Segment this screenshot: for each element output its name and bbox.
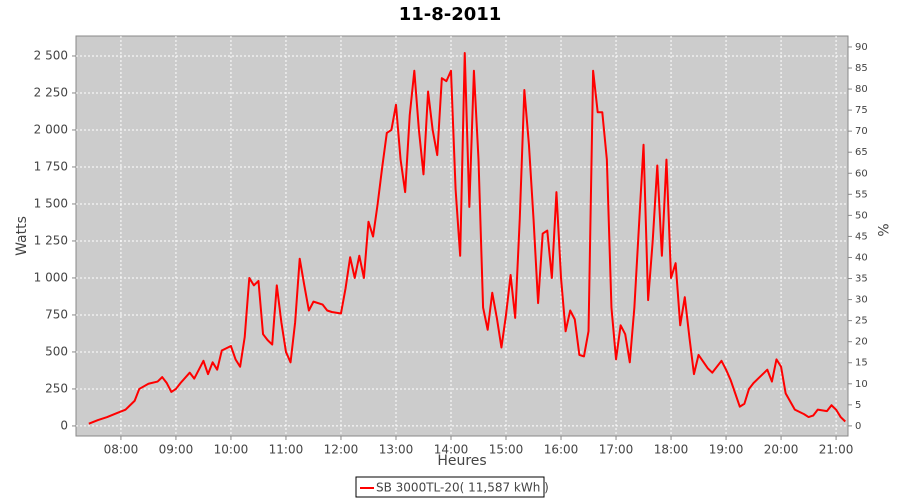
x-tick-label: 13:00	[379, 443, 414, 457]
y2-tick-label: 50	[855, 210, 868, 221]
x-tick-label: 18:00	[654, 443, 689, 457]
y2-tick-label: 35	[855, 274, 868, 285]
x-tick-label: 09:00	[159, 443, 194, 457]
y-tick-label: 0	[60, 418, 68, 432]
y2-tick-label: 75	[855, 105, 868, 116]
y-tick-label: 1 750	[34, 159, 68, 173]
legend-box	[355, 476, 545, 498]
x-tick-label: 20:00	[764, 443, 799, 457]
y2-tick-label: 80	[855, 84, 868, 95]
y2-tick-label: 65	[855, 147, 868, 158]
x-tick-label: 17:00	[599, 443, 634, 457]
plot-area	[75, 35, 849, 437]
y-tick-label: 1 000	[34, 270, 68, 284]
x-tick-label: 15:00	[489, 443, 524, 457]
legend-label: SB 3000TL-20( 11,587 kWh )	[376, 481, 549, 495]
line	[88, 52, 846, 425]
y-tick-label: 750	[45, 307, 68, 321]
y2-tick-label: 20	[855, 337, 868, 348]
x-tick-label: 21:00	[819, 443, 854, 457]
y2-tick-label: 85	[855, 63, 868, 74]
x-tick-label: 19:00	[709, 443, 744, 457]
y-tick-label: 2 500	[34, 48, 68, 62]
x-tick-label: 14:00	[434, 443, 469, 457]
y-tick-label: 1 250	[34, 233, 68, 247]
y2-tick-label: 90	[855, 42, 868, 53]
y2-tick-label: 0	[855, 421, 861, 432]
y2-tick-label: 15	[855, 358, 868, 369]
y-tick-label: 500	[45, 344, 68, 358]
y2-axis-label: %	[874, 223, 890, 236]
x-tick-label: 08:00	[104, 443, 139, 457]
y-tick-label: 2 000	[34, 122, 68, 136]
y2-tick-label: 30	[855, 295, 868, 306]
y2-tick-label: 60	[855, 168, 868, 179]
y-axis-label: Watts	[14, 216, 30, 256]
x-tick-label: 10:00	[214, 443, 249, 457]
chart-title: 11-8-2011	[399, 4, 502, 25]
y2-tick-label: 55	[855, 189, 868, 200]
x-axis-label: Heures	[437, 453, 486, 469]
x-tick-label: 11:00	[269, 443, 304, 457]
x-tick-label: 12:00	[324, 443, 359, 457]
y-tick-label: 250	[45, 381, 68, 395]
y2-tick-label: 5	[855, 400, 861, 411]
y2-tick-label: 70	[855, 126, 868, 137]
y2-tick-label: 10	[855, 379, 868, 390]
y2-tick-label: 40	[855, 252, 868, 263]
y-tick-label: 2 250	[34, 85, 68, 99]
x-tick-label: 16:00	[544, 443, 579, 457]
y-tick-label: 1 500	[34, 196, 68, 210]
y2-tick-label: 25	[855, 316, 868, 327]
y2-tick-label: 45	[855, 231, 868, 242]
